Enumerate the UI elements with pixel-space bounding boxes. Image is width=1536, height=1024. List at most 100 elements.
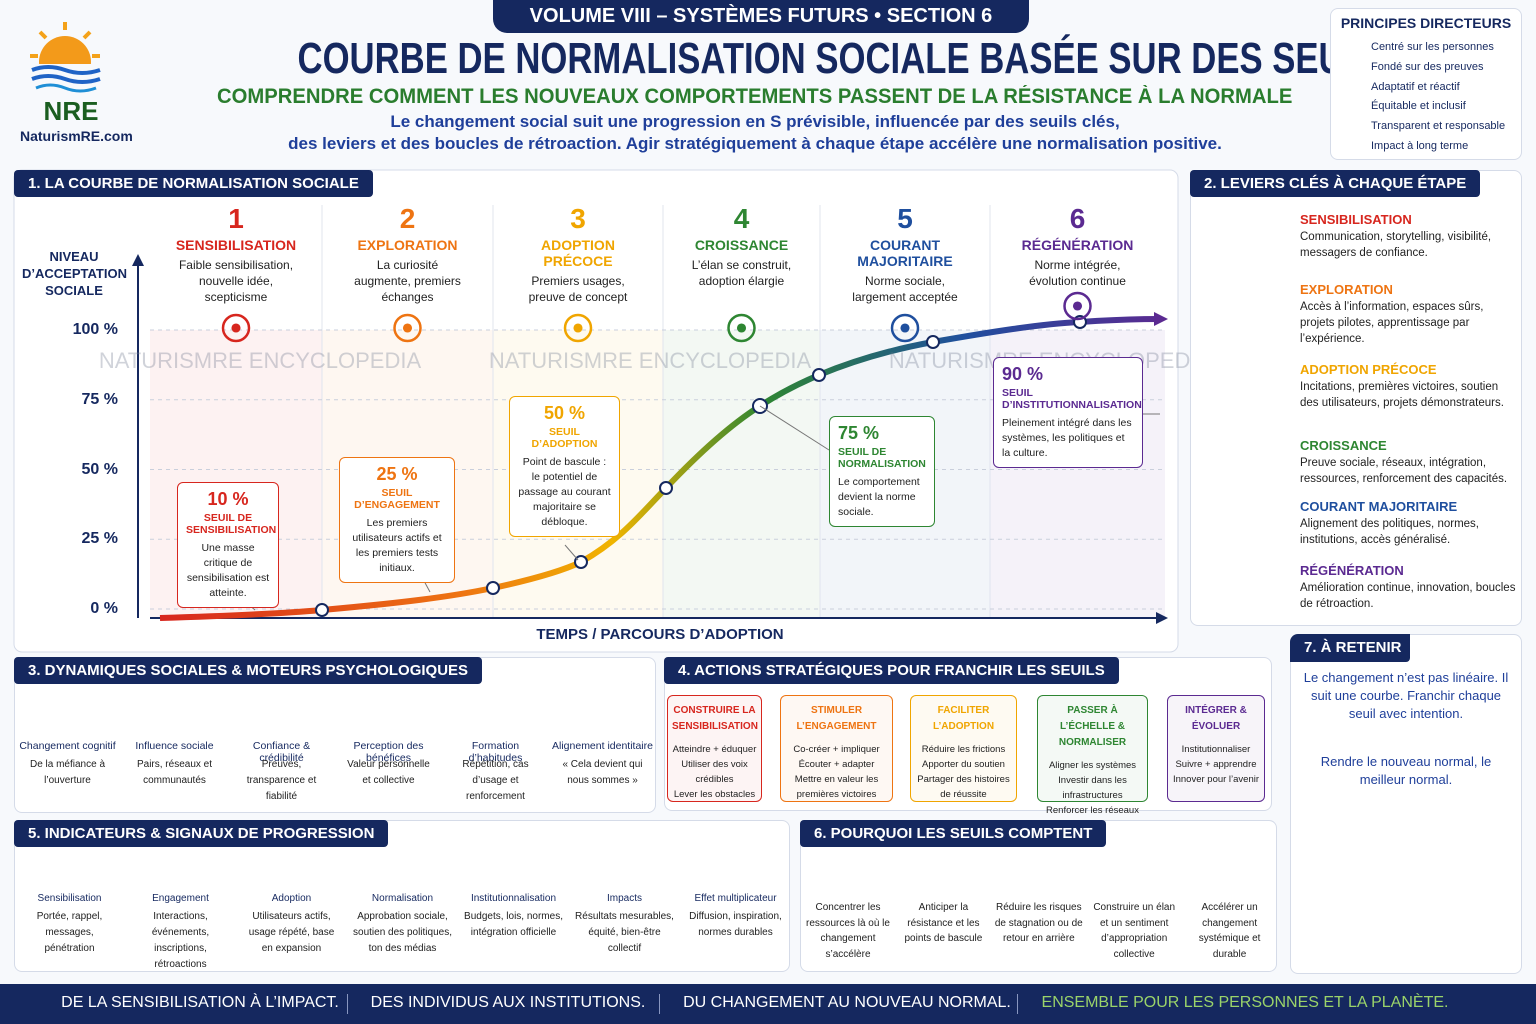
dynamic-name: Formation d’habitudes [468, 740, 523, 764]
dynamic-text: Valeur personnelle et collective [347, 759, 430, 786]
curve-point [926, 335, 940, 349]
lever-number: 4 [1211, 448, 1219, 464]
stage-text: L’élan se construit, adoption élargie [691, 258, 792, 288]
principle-item: Fondé sur des preuves [1371, 60, 1484, 73]
stage-column [663, 330, 820, 618]
subtitle-text: COMPRENDRE COMMENT LES NOUVEAUX COMPORTE… [217, 85, 1293, 108]
threshold-callout: 75 % SEUIL DE NORMALISATION Le comportemen… [829, 416, 935, 527]
threshold-value: 90 % [1002, 364, 1044, 384]
threshold-value: 50 % [543, 403, 586, 423]
icon-dot [900, 323, 910, 333]
footer-phrase: ENSEMBLE POUR LES PERSONNES ET LA PLANÈT… [1041, 994, 1449, 1011]
section-title: 6. POURQUOI LES SEUILS COMPTENT [800, 820, 1107, 847]
threshold-value: 10 % [207, 489, 249, 509]
y-tick-label: 25 % [81, 530, 118, 548]
section-title: 2. LEVIERS CLÉS À CHAQUE ÉTAPE [1190, 170, 1481, 197]
threshold-text: Les premiers utilisateurs actifs et les … [352, 517, 442, 574]
stage-number: 4 [733, 203, 750, 234]
icon-ring [727, 313, 756, 343]
action-card: FACILITER L’ADOPTION Réduire les friction… [910, 695, 1017, 802]
stage: 6 RÉGÉNÉRATION Norme intégrée, évolution c… [994, 203, 1161, 289]
logo-mark [30, 22, 102, 94]
stage: 2 EXPLORATION La curiosité augmente, premi… [326, 203, 489, 305]
lever-text: Communication, storytelling, visibilité,… [1300, 231, 1492, 259]
action-line: Réduire les frictions [921, 744, 1006, 755]
stage-columns [150, 205, 1165, 618]
dynamic-text: Pairs, réseaux et communautés [136, 759, 213, 786]
section-title: 4. ACTIONS STRATÉGIQUES POUR FRANCHIR LE… [664, 657, 1119, 684]
stage-number: 2 [399, 203, 416, 234]
dynamic-name: Confiance & crédibilité [252, 740, 311, 764]
footer-separator [659, 994, 660, 1014]
subtitle: COMPRENDRE COMMENT LES NOUVEAUX COMPORTE… [150, 85, 1360, 109]
main-title: COURBE DE NORMALISATION SOCIALE BASÉE SU… [150, 34, 1398, 84]
y-tick-label: 0 % [90, 600, 118, 617]
principles-title: PRINCIPES DIRECTEURS [1340, 15, 1512, 31]
action-card: CONSTRUIRE LA SENSIBILISATION Atteindre +… [667, 695, 762, 802]
action-line: Investir dans les infrastructures [1058, 775, 1127, 801]
indicator-name: Effet multiplicateur [694, 893, 777, 904]
principle-item: Adaptatif et réactif [1371, 80, 1460, 93]
title-text: COURBE DE NORMALISATION SOCIALE BASÉE SU… [297, 34, 1398, 83]
why-text: Anticiper la résistance et les points de… [904, 902, 983, 944]
indicator-text: Approbation sociale, soutien des politiq… [353, 911, 452, 954]
dynamic-name: Influence sociale [135, 740, 214, 752]
lever-text: Preuve sociale, réseaux, intégration, re… [1300, 457, 1508, 485]
dynamic-name: Perception des bénéfices [353, 740, 424, 764]
indicator-text: Interactions, événements, inscriptions, … [151, 911, 210, 970]
icon-dot [402, 323, 413, 333]
action-line: Innover pour l’avenir [1172, 774, 1260, 785]
icon-dot [231, 323, 241, 333]
footer-separator [347, 994, 348, 1014]
icon-dot [573, 323, 583, 333]
dynamic-text: De la méfiance à l’ouverture [29, 759, 106, 786]
logo-site: NaturismRE.com [20, 128, 133, 144]
icon-ring [563, 313, 593, 343]
dynamic-text: « Cela devient qui nous sommes » [562, 759, 643, 786]
indicator-text: Utilisateurs actifs, usage répété, base … [248, 911, 335, 954]
threshold-text: Une masse critique de sensibilisation es… [186, 542, 270, 599]
indicator-text: Budgets, lois, normes, intégration offic… [464, 911, 563, 938]
indicator-text: Diffusion, inspiration, normes durables [689, 911, 782, 938]
lever-name: EXPLORATION [1300, 282, 1393, 297]
action-line: Renforcer les réseaux [1046, 805, 1139, 816]
action-line: Écouter + adapter [798, 759, 875, 770]
curve-point [486, 581, 500, 595]
stage-name: SENSIBILISATION [175, 237, 297, 253]
footer-phrase: DES INDIVIDUS AUX INSTITUTIONS. [370, 994, 646, 1011]
stage-text: Faible sensibilisation, nouvelle idée, s… [178, 258, 294, 304]
y-tick-label: 100 % [72, 321, 118, 338]
action-line: Co-créer + impliquer [793, 744, 880, 755]
curve-point [812, 368, 826, 382]
threshold-text: Le comportement devient la norme sociale… [838, 476, 920, 518]
action-line: Partager des histoires de réussite [917, 774, 1010, 800]
curve-arrow [1154, 312, 1168, 326]
footer-bar [0, 984, 1536, 1024]
indicator-name: Institutionnalisation [470, 893, 557, 904]
action-line: Utiliser des voix crédibles [681, 759, 748, 785]
action-line: Atteindre + éduquer [672, 744, 757, 755]
intro-line: des leviers et des boucles de rétroactio… [288, 134, 1222, 153]
stage-text: La curiosité augmente, premiers échanges [354, 258, 461, 304]
action-card: INTÉGRER & ÉVOLUER Institutionnaliser Suiv… [1167, 695, 1265, 802]
curve-point [574, 555, 588, 569]
dynamic-name: Alignement identitaire [552, 740, 653, 752]
dynamic-name: Changement cognitif [19, 740, 116, 752]
principles-panel [1330, 8, 1522, 160]
watermark: NATURISMRE ENCYCLOPEDIA [98, 348, 422, 373]
icon [221, 313, 251, 343]
icon-dot [1072, 301, 1083, 311]
stage-number: 6 [1069, 203, 1086, 234]
why-text: Accélérer un changement systémique et du… [1198, 902, 1261, 960]
stage-text: Norme sociale, largement acceptée [852, 274, 958, 304]
why-text: Construire un élan et un sentiment d’app… [1093, 902, 1176, 960]
icon [563, 313, 593, 343]
stage: 3 ADOPTION PRÉCOCE Premiers usages, preuve… [497, 203, 659, 305]
threshold-name: SEUIL DE NORMALISATION [838, 446, 926, 470]
threshold-callout: 10 % SEUIL DE SENSIBILISATION Une masse cr… [177, 482, 279, 608]
why-text: Réduire les risques de stagnation ou de … [994, 902, 1083, 944]
x-arrow [1156, 612, 1168, 624]
lever-text: Alignement des politiques, normes, insti… [1300, 518, 1479, 546]
takeaway-text: Le changement n’est pas linéaire. Il sui… [1303, 670, 1509, 721]
principle-item: Impact à long terme [1371, 140, 1469, 152]
